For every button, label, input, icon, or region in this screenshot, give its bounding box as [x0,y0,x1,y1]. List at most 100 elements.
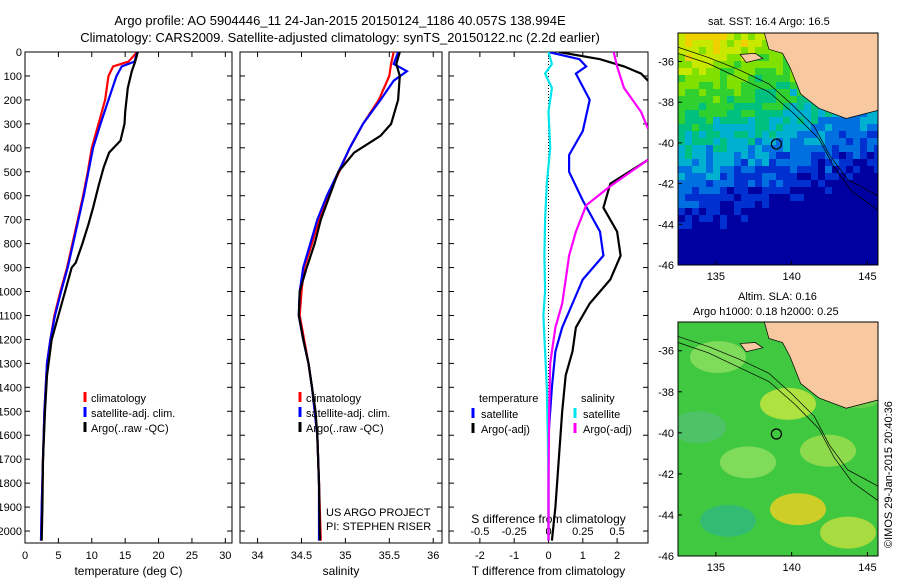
sst-cell [776,243,783,250]
sst-cell [692,75,699,82]
top-axis-tick-label: -0.25 [502,526,527,538]
sst-cell [867,257,874,264]
top-axis-tick-label: 0.25 [572,526,593,538]
sst-cell [720,61,727,68]
sst-cell [713,33,720,40]
sst-cell [685,166,692,173]
legend-label: satellite [583,409,620,421]
sst-cell [741,89,748,96]
sst-cell [797,194,804,201]
x-axis-label: temperature (deg C) [74,564,182,578]
sst-cell [748,257,755,264]
sst-cell [720,236,727,243]
sst-cell [762,68,769,75]
sst-cell [860,236,867,243]
sst-cell [727,152,734,159]
sst-cell [811,215,818,222]
sst-cell [699,61,706,68]
sst-cell [853,243,860,250]
legend-label: Argo(-adj) [583,424,632,436]
sst-cell [804,243,811,250]
sst-cell [769,82,776,89]
legend-header-temperature: temperature [479,393,538,405]
sst-cell [853,180,860,187]
sst-cell [832,117,839,124]
sst-cell [699,201,706,208]
sst-cell [867,117,874,124]
sst-cell [720,243,727,250]
sst-cell [748,82,755,89]
sst-cell [713,145,720,152]
sst-cell [769,110,776,117]
bathymetry-contour [678,336,878,487]
sst-cell [832,180,839,187]
sst-cell [853,250,860,257]
sst-cell [727,138,734,145]
y-tick-label: 900 [4,263,22,275]
sst-cell [811,201,818,208]
sst-cell [797,110,804,117]
y-tick-label: 200 [4,95,22,107]
sst-cell [762,89,769,96]
sst-cell [839,124,846,131]
sst-cell [685,222,692,229]
sst-cell [713,138,720,145]
sst-cell [699,236,706,243]
sst-cell [755,131,762,138]
sst-cell [727,145,734,152]
sst-cell [678,124,685,131]
sst-cell [790,89,797,96]
map-frame [677,321,879,557]
sst-cell [699,131,706,138]
sst-cell [874,222,878,229]
sst-cell [741,187,748,194]
sst-cell [685,96,692,103]
sst-cell [776,82,783,89]
x-tick-label: 25 [186,550,198,562]
sst-cell [783,138,790,145]
sst-cell [797,201,804,208]
map-x-tick-label: 145 [858,271,876,283]
sst-cell [804,173,811,180]
sst-cell [790,243,797,250]
y-tick-label: 1500 [0,406,22,418]
sst-cell [678,68,685,75]
sla-map-title-line2: Argo h1000: 0.18 h2000: 0.25 [693,306,839,318]
figure-title-line1: Argo profile: AO 5904446_11 24-Jan-2015 … [114,13,566,28]
sst-cell [867,138,874,145]
sst-cell [692,96,699,103]
map-frame [677,32,879,266]
sst-cell [860,243,867,250]
sst-cell [734,173,741,180]
sst-cell [755,236,762,243]
sst-cell [734,96,741,103]
sst-cell [811,180,818,187]
x-tick-label: 20 [152,550,164,562]
sst-cell [811,138,818,145]
sst-cell [713,89,720,96]
sst-cell [769,124,776,131]
sst-cell [748,159,755,166]
sst-cell [776,159,783,166]
sst-cell [832,208,839,215]
sst-cell [790,145,797,152]
sst-cell [790,152,797,159]
sst-cell [846,159,853,166]
sst-cell [699,243,706,250]
sst-cell [839,152,846,159]
sst-cell [811,152,818,159]
sst-cell [755,201,762,208]
sst-cell [727,236,734,243]
sst-cell [692,222,699,229]
sst-cell [853,229,860,236]
sst-cell [804,250,811,257]
sst-cell [678,215,685,222]
y-tick-label: 1900 [0,502,22,514]
sst-cell [727,201,734,208]
sst-cell [839,243,846,250]
sst-cell [685,82,692,89]
sst-cell [734,75,741,82]
sst-cell [748,152,755,159]
sst-cell [748,75,755,82]
sst-cell [874,131,878,138]
